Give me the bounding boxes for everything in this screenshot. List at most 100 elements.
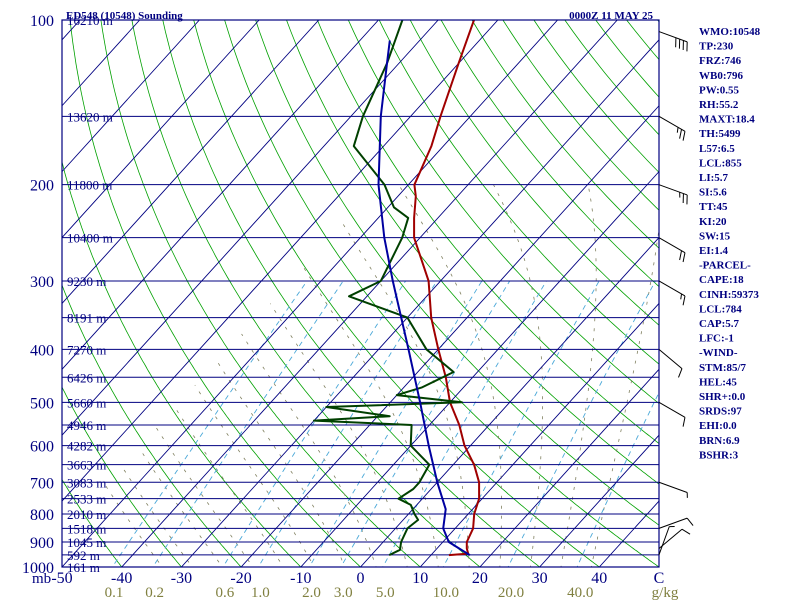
isotherm-line: [62, 20, 260, 239]
height-label: 11800 m: [67, 178, 112, 193]
mixing-ratio-line: [308, 280, 483, 567]
diagram-grid: [62, 0, 800, 579]
height-label-text: 5660 m: [67, 395, 106, 410]
index-value: LFC:-1: [699, 333, 734, 345]
dry-adiabat-line: [69, 20, 362, 567]
isotherm-line: [62, 20, 439, 436]
wind-barb-feather: [679, 250, 683, 261]
wind-barb: [658, 348, 683, 378]
dry-adiabat-line: [193, 20, 600, 567]
height-label-text: 16210 m: [67, 13, 113, 28]
height-label-text: 4946 m: [67, 418, 106, 433]
wind-barb-feather: [682, 295, 686, 306]
moist-adiabat-line: [301, 264, 439, 567]
mixing-ratio-label: 0.6: [216, 585, 235, 600]
height-label: 4946 m: [67, 418, 106, 433]
height-label-text: 2010 m: [67, 507, 106, 522]
dry-adiabat-line: [762, 0, 800, 579]
temperature-tick-label: 40: [591, 570, 607, 587]
height-label: 3083 m: [67, 475, 106, 490]
isotherm-line: [419, 302, 659, 567]
height-label-text: 11800 m: [67, 178, 112, 193]
pressure-tick-label: 400: [30, 342, 54, 359]
isotherm-line: [62, 20, 200, 173]
mixing-ratio-line: [576, 391, 659, 567]
moist-adiabat-line: [241, 333, 377, 567]
index-value: KI:20: [699, 216, 727, 228]
pressure-tick-label: 200: [30, 178, 54, 195]
index-value: PW:0.55: [699, 84, 740, 96]
height-label: 6426 m: [67, 370, 106, 385]
temperature-tick-label: 10: [412, 570, 428, 587]
wind-barb-staff: [658, 401, 686, 418]
dry-adiabat-line: [286, 20, 659, 485]
mixing-ratio-label: 0.1: [105, 585, 124, 600]
indices-panel: WMO:10548 TP:230 FRZ:746 WB0:796 PW:0.55 RH:5…: [699, 26, 761, 461]
wind-barb-staff: [658, 517, 688, 529]
dry-adiabat-line: [347, 20, 659, 405]
wind-barb: [658, 115, 686, 141]
mixing-ratio-label: 10.0: [433, 585, 459, 600]
height-label-text: 592 m: [67, 548, 100, 563]
wind-barb-staff: [658, 237, 686, 254]
isotherm-line: [539, 434, 659, 567]
moist-adiabat-line: [121, 466, 193, 567]
dry-adiabat-line: [564, 20, 659, 136]
temperature-tick-label: 20: [472, 570, 488, 587]
moist-adiabat-line: [105, 485, 163, 567]
pressure-tick-label: 500: [30, 395, 54, 412]
axis-labels: 16210 m 13620 m 11800 m 10400 m 9230 m 8191 m…: [22, 13, 679, 600]
pressure-tick-label: 300: [30, 274, 54, 291]
dry-adiabat-line: [62, 386, 182, 567]
mixing-ratio-label: 0.2: [145, 585, 164, 600]
height-label: 4282 m: [67, 439, 106, 454]
isotherm-line: [360, 236, 659, 567]
height-label-text: 8191 m: [67, 311, 106, 326]
pressure-tick-label: 900: [30, 535, 54, 552]
index-value: EI:1.4: [699, 245, 729, 257]
height-label: 2010 m: [67, 507, 106, 522]
height-label-text: 6426 m: [67, 370, 106, 385]
pressure-unit-label: mb: [32, 571, 51, 587]
dry-adiabat-line: [791, 0, 800, 579]
mixing-ratio-label: 5.0: [376, 585, 395, 600]
mixing-ratio-line: [111, 280, 308, 567]
height-label-text: 3083 m: [67, 475, 106, 490]
index-value: HEL:45: [699, 376, 737, 388]
wind-barb-staff: [658, 481, 688, 493]
height-label-text: 3663 m: [67, 458, 106, 473]
wind-barbs: [658, 31, 694, 555]
parcel-profile-line: [377, 40, 471, 556]
mixing-ratio-unit-label: g/kg: [652, 585, 679, 600]
height-label-text: 1518 m: [67, 521, 106, 536]
moist-adiabat-line: [560, 184, 597, 567]
height-label-text: 10400 m: [67, 231, 113, 246]
mixing-ratio-label: 3.0: [334, 585, 353, 600]
temperature-tick-label: -50: [51, 570, 72, 587]
wind-barb-feather: [681, 528, 691, 535]
height-label-text: 161 m: [67, 560, 100, 575]
dry-adiabat-line: [378, 20, 659, 365]
index-value: RH:55.2: [699, 99, 739, 111]
index-value: LI:5.7: [699, 172, 729, 184]
temperature-tick-label: -40: [111, 570, 132, 587]
mixing-ratio-label: 40.0: [567, 585, 593, 600]
height-label: 10400 m: [67, 231, 113, 246]
height-label: 5660 m: [67, 395, 106, 410]
index-value: WB0:796: [699, 70, 744, 82]
temperature-tick-label: -10: [290, 570, 311, 587]
moist-adiabat-line: [138, 447, 223, 567]
index-value: SW:15: [699, 230, 731, 242]
wind-barb-staff: [658, 348, 683, 369]
index-value: FRZ:746: [699, 55, 742, 67]
mixing-ratio-line: [257, 280, 438, 567]
dry-adiabat-line: [471, 20, 659, 249]
temperature-tick-label: 0: [357, 570, 365, 587]
index-value: BRN:6.9: [699, 435, 740, 447]
wind-barb-staff: [658, 526, 670, 555]
index-value: LCL:784: [699, 303, 742, 315]
index-value: TP:230: [699, 41, 734, 53]
dry-adiabat-line: [409, 20, 659, 326]
dry-adiabat-line: [100, 20, 421, 567]
isotherm-line: [121, 20, 618, 567]
